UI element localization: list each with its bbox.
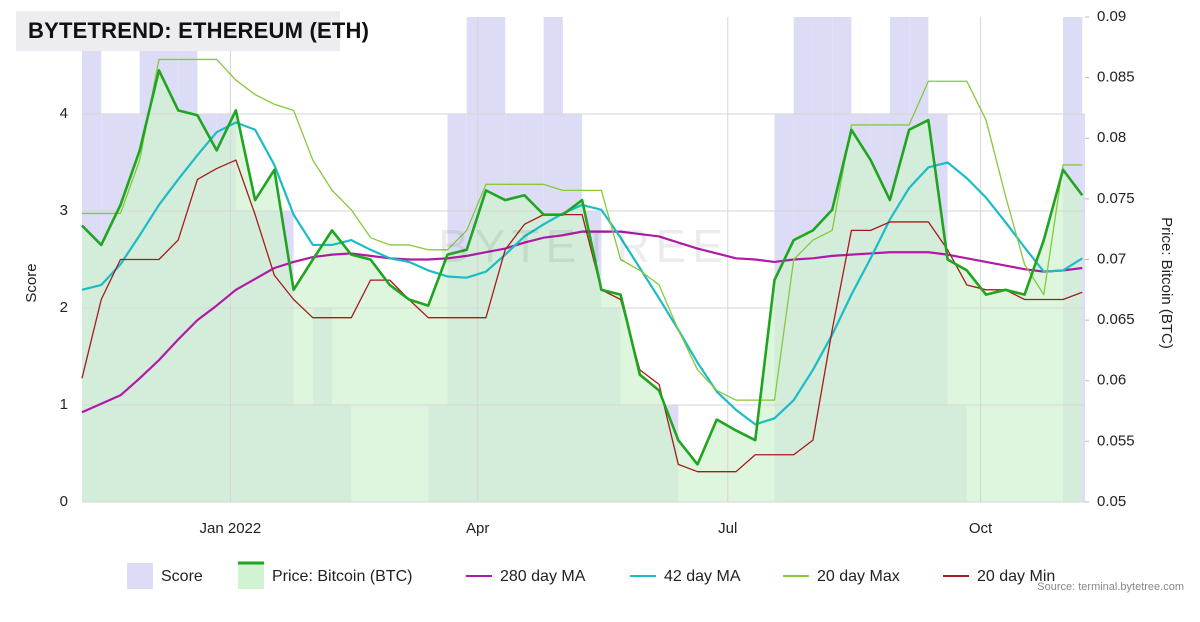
source-note: Source: terminal.bytetree.com bbox=[1037, 581, 1184, 593]
legend-label: Price: Bitcoin (BTC) bbox=[272, 568, 412, 585]
y2-tick-label: 0.065 bbox=[1097, 311, 1135, 328]
lines bbox=[81, 58, 1084, 473]
legend-label: 20 day Max bbox=[817, 568, 900, 585]
y-tick-label: 4 bbox=[60, 105, 68, 122]
y-tick-label: 0 bbox=[60, 493, 68, 510]
y2-tick-label: 0.055 bbox=[1097, 432, 1135, 449]
series-line bbox=[81, 159, 1083, 473]
y-axis-title: Score bbox=[23, 263, 40, 302]
x-tick-label: Jan 2022 bbox=[200, 520, 262, 537]
x-tick-label: Jul bbox=[718, 520, 737, 537]
legend-swatch bbox=[127, 563, 153, 589]
x-tick-label: Apr bbox=[466, 520, 489, 537]
y2-tick-label: 0.085 bbox=[1097, 69, 1135, 86]
y2-tick-label: 0.075 bbox=[1097, 190, 1135, 207]
y2-axis-title: Price: Bitcoin (BTC) bbox=[1158, 217, 1175, 349]
y-tick-label: 1 bbox=[60, 396, 68, 413]
series-line bbox=[82, 58, 1083, 401]
price-area bbox=[82, 70, 1083, 502]
title-box bbox=[16, 11, 340, 51]
y-tick-label: 3 bbox=[60, 202, 68, 219]
series-line bbox=[81, 69, 1084, 466]
legend-label: 42 day MA bbox=[664, 568, 741, 585]
legend-label: 280 day MA bbox=[500, 568, 586, 585]
y2-tick-label: 0.09 bbox=[1097, 8, 1126, 25]
x-tick-label: Oct bbox=[969, 520, 993, 537]
legend-label: Score bbox=[161, 568, 203, 585]
y2-tick-label: 0.08 bbox=[1097, 129, 1126, 146]
y-tick-label: 2 bbox=[60, 299, 68, 316]
legend-label: 20 day Min bbox=[977, 568, 1055, 585]
y2-tick-label: 0.07 bbox=[1097, 250, 1126, 267]
plot-area: BYTETREE 0 1 2 3 4 0.05 0.055 0.06 0.065 0.07 0.075… bbox=[60, 8, 1135, 537]
chart-title: BYTETREND: ETHEREUM (ETH) bbox=[28, 18, 369, 43]
watermark: BYTETREE bbox=[438, 220, 729, 272]
series-line bbox=[81, 230, 1083, 414]
y2-tick-label: 0.05 bbox=[1097, 493, 1126, 510]
legend-swatch bbox=[238, 563, 264, 589]
y2-tick-label: 0.06 bbox=[1097, 372, 1126, 389]
